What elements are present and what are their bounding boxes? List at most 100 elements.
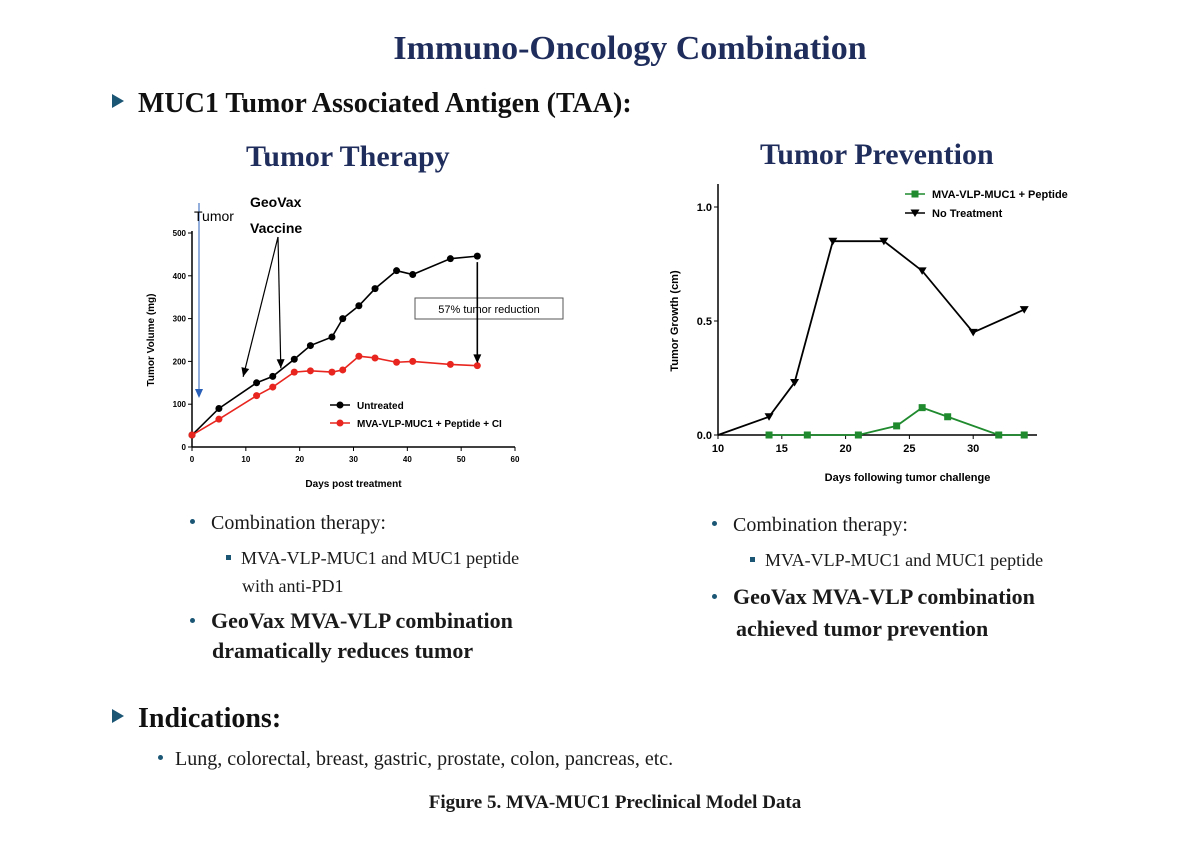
indications-bullet: Lung, colorectal, breast, gastric, prost…: [158, 748, 673, 771]
x-tick-label: 40: [403, 455, 412, 464]
data-point: [409, 271, 417, 279]
bullet-square-icon: [226, 555, 231, 560]
data-point: [917, 267, 927, 275]
vaccine-label-line2: Vaccine: [250, 220, 302, 236]
right-subtitle: Tumor Prevention: [760, 138, 994, 171]
data-point: [355, 302, 363, 310]
vaccine-arrow-2-head: [276, 359, 285, 369]
legend-marker: [910, 209, 920, 217]
data-point: [473, 252, 481, 260]
page-title: Immuno-Oncology Combination: [393, 30, 867, 67]
section-heading-indications: Indications:: [112, 703, 281, 735]
x-tick-label: 30: [349, 455, 358, 464]
section-heading-muc1: MUC1 Tumor Associated Antigen (TAA):: [112, 88, 632, 120]
right-bullet-1-text: Combination therapy:: [733, 514, 908, 536]
x-tick-label: 15: [776, 443, 788, 455]
data-point: [339, 315, 347, 323]
x-axis-label: Days following tumor challenge: [825, 472, 991, 484]
y-tick-label: 0.5: [697, 316, 712, 328]
right-bullet-1: Combination therapy:: [712, 514, 908, 537]
left-subbullet-1: MVA-VLP-MUC1 and MUC1 peptide: [226, 548, 519, 569]
reduction-arrow-head: [473, 354, 482, 364]
legend-label: Untreated: [357, 401, 404, 412]
data-point: [473, 362, 481, 370]
bullet-dot-icon: [190, 519, 195, 524]
indications-heading-text: Indications:: [138, 703, 282, 734]
left-bullet-1: Combination therapy:: [190, 512, 386, 535]
bullet-dot-icon: [712, 521, 717, 526]
x-tick-label: 0: [190, 455, 195, 464]
bullet-dot-icon: [190, 618, 195, 623]
data-point: [371, 285, 379, 293]
data-point: [269, 372, 277, 380]
right-bullet-2: GeoVax MVA-VLP combination: [712, 584, 1035, 610]
right-subbullet-1: MVA-VLP-MUC1 and MUC1 peptide: [750, 550, 1043, 571]
data-point: [253, 379, 261, 387]
data-point: [306, 367, 314, 375]
data-point: [328, 333, 336, 341]
data-point: [764, 413, 774, 421]
x-tick-label: 30: [967, 443, 979, 455]
data-point: [393, 267, 401, 275]
data-point: [918, 404, 926, 412]
x-tick-label: 60: [511, 455, 520, 464]
data-point: [393, 358, 401, 366]
legend-label: MVA-VLP-MUC1 + Peptide + CI: [357, 419, 502, 430]
y-tick-label: 500: [173, 229, 187, 238]
y-axis-label: Tumor Growth (cm): [669, 270, 681, 372]
bullet-dot-icon: [712, 594, 717, 599]
data-point: [803, 431, 811, 439]
vaccine-label-line1: GeoVax: [250, 194, 302, 210]
data-point: [339, 366, 347, 374]
x-tick-label: 20: [839, 443, 851, 455]
series-line: [769, 406, 1025, 436]
data-point: [893, 422, 901, 430]
reduction-box: [414, 297, 564, 320]
reduction-label: 57% tumor reduction: [438, 304, 540, 316]
x-tick-label: 50: [457, 455, 466, 464]
legend-label: MVA-VLP-MUC1 + Peptide: [932, 189, 1068, 201]
triangle-bullet-icon: [112, 94, 124, 108]
bullet-dot-icon: [158, 755, 163, 760]
series-line: [191, 255, 478, 436]
data-point: [215, 404, 223, 412]
x-tick-label: 10: [712, 443, 724, 455]
x-tick-label: 10: [241, 455, 250, 464]
series-line: [717, 240, 1025, 436]
data-point: [188, 431, 196, 439]
left-subbullet-line2: with anti-PD1: [242, 576, 344, 596]
y-tick-label: 300: [173, 315, 187, 324]
left-bullet-2: GeoVax MVA-VLP combination: [190, 608, 513, 634]
x-axis-label: Days post treatment: [305, 479, 402, 490]
y-tick-label: 0: [182, 443, 187, 452]
data-point: [968, 328, 978, 337]
data-point: [253, 392, 261, 400]
y-tick-label: 1.0: [697, 202, 712, 214]
right-bullet-2-line1: GeoVax MVA-VLP combination: [733, 584, 1035, 609]
legend-label: No Treatment: [932, 208, 1003, 220]
data-point: [371, 354, 379, 362]
y-axis-label: Tumor Volume (mg): [146, 294, 157, 387]
data-point: [1020, 431, 1028, 439]
right-bullet-2-line2: achieved tumor prevention: [736, 616, 989, 641]
y-tick-label: 100: [173, 400, 187, 409]
data-point: [446, 255, 454, 263]
y-tick-label: 400: [173, 272, 187, 281]
section-heading-text: MUC1 Tumor Associated Antigen (TAA):: [138, 88, 632, 119]
data-point: [328, 368, 336, 376]
left-subtitle: Tumor Therapy: [246, 140, 450, 173]
data-point: [215, 415, 223, 423]
legend-marker: [336, 401, 344, 409]
bullet-square-icon: [750, 557, 755, 562]
right-subbullet-line1: MVA-VLP-MUC1 and MUC1 peptide: [765, 550, 1044, 570]
left-bullet-2-line1: GeoVax MVA-VLP combination: [211, 608, 513, 633]
data-point: [269, 383, 277, 391]
y-tick-label: 200: [173, 357, 187, 366]
tumor-arrow-head: [195, 389, 203, 398]
data-point: [879, 237, 889, 246]
x-tick-label: 25: [903, 443, 915, 455]
data-point: [290, 355, 298, 363]
triangle-bullet-icon: [112, 709, 124, 723]
data-point: [290, 368, 298, 376]
figure-caption: Figure 5. MVA-MUC1 Preclinical Model Dat…: [428, 792, 802, 813]
